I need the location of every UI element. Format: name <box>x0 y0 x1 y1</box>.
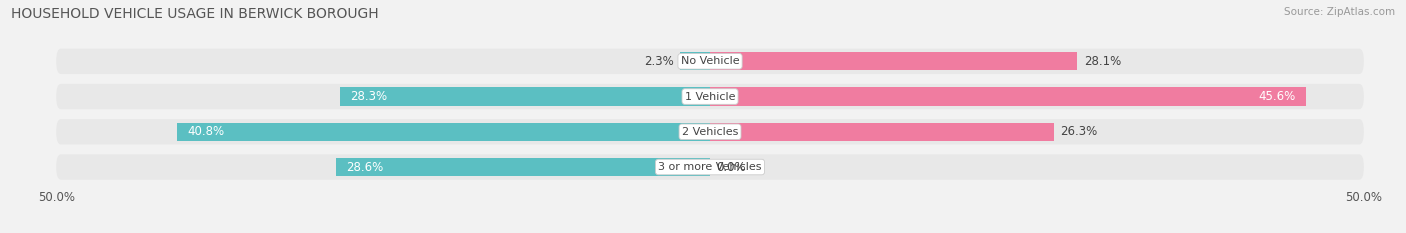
Text: 0.0%: 0.0% <box>717 161 747 174</box>
Text: 28.3%: 28.3% <box>350 90 388 103</box>
FancyBboxPatch shape <box>56 119 1364 144</box>
Text: HOUSEHOLD VEHICLE USAGE IN BERWICK BOROUGH: HOUSEHOLD VEHICLE USAGE IN BERWICK BOROU… <box>11 7 378 21</box>
Text: 2 Vehicles: 2 Vehicles <box>682 127 738 137</box>
Text: No Vehicle: No Vehicle <box>681 56 740 66</box>
Text: 1 Vehicle: 1 Vehicle <box>685 92 735 102</box>
Text: 28.1%: 28.1% <box>1084 55 1121 68</box>
Bar <box>710 52 1077 70</box>
Text: Source: ZipAtlas.com: Source: ZipAtlas.com <box>1284 7 1395 17</box>
Text: 26.3%: 26.3% <box>1060 125 1098 138</box>
Bar <box>681 52 710 70</box>
Bar <box>336 158 710 176</box>
FancyBboxPatch shape <box>56 49 1364 74</box>
Bar <box>340 87 710 106</box>
Bar <box>710 87 1306 106</box>
Bar <box>710 123 1054 141</box>
Text: 45.6%: 45.6% <box>1258 90 1296 103</box>
Text: 2.3%: 2.3% <box>644 55 673 68</box>
Text: 40.8%: 40.8% <box>187 125 224 138</box>
FancyBboxPatch shape <box>56 84 1364 109</box>
Text: 3 or more Vehicles: 3 or more Vehicles <box>658 162 762 172</box>
Bar <box>177 123 710 141</box>
FancyBboxPatch shape <box>56 154 1364 180</box>
Text: 28.6%: 28.6% <box>346 161 384 174</box>
